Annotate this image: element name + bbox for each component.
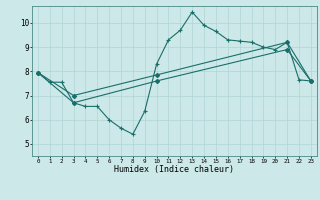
X-axis label: Humidex (Indice chaleur): Humidex (Indice chaleur): [115, 165, 234, 174]
